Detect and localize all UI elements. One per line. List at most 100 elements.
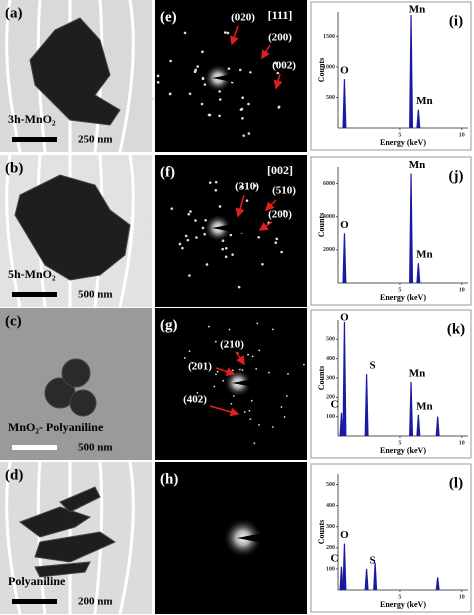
beam-stop	[232, 378, 307, 388]
panel-label: (b)	[5, 160, 23, 176]
x-tick-label: 10	[459, 287, 465, 293]
element-label: C	[331, 552, 339, 564]
diffraction-spot	[156, 74, 160, 78]
y-tick-label: 100	[326, 566, 335, 572]
y-axis-label: Counts	[317, 366, 326, 390]
diffraction-spot	[189, 210, 192, 213]
y-axis-label: Counts	[317, 213, 326, 237]
spot-arrow	[264, 199, 277, 212]
diffraction-spot	[251, 355, 254, 358]
diffraction-spot	[193, 70, 197, 74]
scale-bar	[12, 445, 57, 450]
spot-index: (200)	[268, 32, 292, 44]
support-film	[118, 154, 135, 308]
spot-index: (510)	[272, 185, 296, 197]
y-tick-label: 300	[326, 524, 335, 530]
diffraction-spot	[201, 76, 205, 80]
y-tick-label: 400	[326, 503, 335, 509]
diffraction-spot	[253, 184, 257, 187]
diffraction-spot	[241, 116, 244, 120]
element-label: Mn	[416, 249, 433, 261]
element-label: Mn	[409, 367, 426, 379]
diffraction-spot	[224, 246, 228, 250]
panel-label: (a)	[5, 5, 23, 21]
peak	[416, 414, 421, 436]
diffraction-spot	[218, 205, 222, 208]
diffraction-spot	[222, 379, 225, 382]
y-tick-label: 200	[326, 545, 335, 551]
support-film	[93, 461, 104, 615]
x-tick-label: 10	[459, 440, 465, 446]
element-label: O	[340, 65, 349, 77]
element-label: O	[340, 312, 349, 324]
y-axis-label: Counts	[317, 58, 326, 82]
sample-caption: 3h-MnO₂	[8, 112, 56, 126]
diffraction-spot	[200, 102, 204, 106]
diffraction-spot	[287, 373, 289, 375]
diffraction-spot	[242, 134, 246, 137]
panel-label: (l)	[449, 475, 463, 491]
diffraction-spot	[248, 409, 251, 412]
peak	[339, 412, 344, 436]
x-axis-label: Energy (keV)	[380, 600, 426, 609]
diffraction-spot	[191, 361, 194, 364]
diffraction-spot	[276, 71, 280, 75]
particle	[34, 561, 91, 578]
support-film	[5, 154, 22, 308]
scale-bar	[12, 292, 57, 297]
spot-index: (020)	[231, 12, 255, 24]
spot-arrow	[273, 73, 283, 90]
diffraction-spot	[245, 199, 249, 202]
diffraction-spot	[214, 188, 218, 192]
diffraction-spot	[274, 241, 278, 245]
diffraction-spot	[187, 212, 191, 216]
zone-axis: [002]	[267, 163, 293, 177]
y-tick-label: 400	[326, 356, 335, 362]
diffraction-spot	[250, 399, 253, 402]
x-tick-label: 5	[398, 594, 401, 600]
diffraction-spot	[199, 398, 202, 401]
spot-arrow	[235, 194, 245, 218]
peak	[342, 321, 347, 436]
peak	[342, 543, 347, 590]
diffraction-spot	[280, 406, 283, 408]
spot-arrow	[230, 25, 239, 46]
diffraction-spot	[247, 353, 249, 356]
diffraction-spot	[249, 418, 252, 421]
spot-index: (210)	[220, 339, 244, 351]
spot-index: (200)	[268, 209, 292, 221]
y-tick-label: 500	[326, 337, 335, 343]
y-tick-label: 1500	[323, 34, 335, 40]
element-label: Mn	[416, 95, 433, 107]
diffraction-spot	[215, 373, 217, 376]
spot-arrow	[261, 44, 271, 60]
peak	[409, 15, 414, 129]
x-tick-label: 5	[398, 132, 401, 138]
diffraction-spot	[280, 250, 283, 254]
panel-label: (i)	[449, 13, 463, 29]
particle	[34, 531, 117, 563]
diffraction-spot	[218, 98, 222, 101]
diffraction-spot	[253, 442, 256, 445]
spot-index: (402)	[183, 394, 207, 406]
diffraction-spot	[205, 263, 209, 266]
diffraction-spot	[218, 114, 221, 118]
x-tick-label: 5	[398, 287, 401, 293]
peak	[373, 562, 378, 590]
particle	[18, 506, 92, 538]
x-tick-label: 10	[459, 594, 465, 600]
diffraction-spot	[170, 207, 174, 210]
diffraction-spot	[226, 31, 230, 35]
diffraction-spot	[169, 59, 172, 63]
peak	[342, 233, 347, 283]
spot-index: (002)	[272, 60, 296, 72]
diffraction-spot	[151, 97, 155, 101]
diffraction-spot	[196, 65, 199, 68]
diffraction-spot	[208, 113, 212, 117]
y-tick-label: 2000	[323, 247, 335, 253]
x-tick-label: 10	[459, 132, 465, 138]
sample-caption: Polyaniline	[8, 574, 66, 588]
panel-label: (k)	[447, 321, 465, 337]
diffraction-spot	[249, 71, 252, 74]
